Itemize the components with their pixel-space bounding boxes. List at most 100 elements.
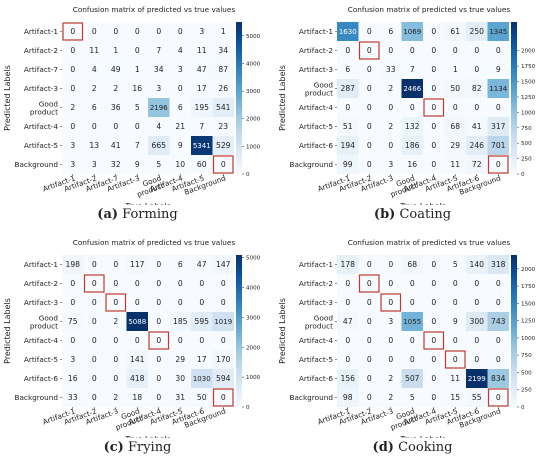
heatmap-cell xyxy=(105,117,127,136)
heatmap-cell xyxy=(466,41,488,60)
cell-value: 0 xyxy=(70,336,75,345)
colorbar-tick-label: 1000 xyxy=(521,110,536,116)
cell-value: 17 xyxy=(197,84,207,93)
cell-value: 0 xyxy=(431,65,436,74)
cell-value: 594 xyxy=(216,374,231,383)
cell-value: 318 xyxy=(491,260,506,269)
colorbar-tick-label: 250 xyxy=(521,157,532,163)
heatmap-cell xyxy=(105,388,127,407)
chart-title: Confusion matrix of predicted vs true va… xyxy=(73,238,236,247)
chart-title: Confusion matrix of predicted vs true va… xyxy=(348,238,511,247)
heatmap-cell xyxy=(466,388,488,407)
cell-value: 0 xyxy=(92,27,97,36)
heatmap-cell xyxy=(444,350,466,369)
heatmap-cell xyxy=(191,350,213,369)
cell-value: 418 xyxy=(130,374,145,383)
cell-value: 5 xyxy=(156,160,161,169)
heatmap-cell xyxy=(148,331,170,350)
heatmap-cell xyxy=(62,312,84,331)
row-tick-label: Artifact-1 xyxy=(24,27,58,36)
highlight-box xyxy=(83,274,105,293)
chart-title: Confusion matrix of predicted vs true va… xyxy=(348,5,511,14)
cell-value: 529 xyxy=(216,141,231,150)
highlight-box xyxy=(380,293,402,312)
cell-value: 2 xyxy=(388,374,393,383)
cell-value: 0 xyxy=(345,336,350,345)
heatmap-cell xyxy=(466,293,488,312)
heatmap-cell xyxy=(212,136,234,155)
cell-value: 0 xyxy=(388,355,393,364)
cell-value: 0 xyxy=(367,298,372,307)
cell-value: 0 xyxy=(388,103,393,112)
cell-value: 3 xyxy=(92,160,97,169)
cell-value: 9 xyxy=(178,141,183,150)
heatmap-cell xyxy=(126,293,148,312)
cell-value: 1055 xyxy=(403,318,421,326)
heatmap-cell xyxy=(423,136,445,155)
panel-caption: (a) Forming xyxy=(97,207,178,222)
cell-value: 2466 xyxy=(403,85,421,93)
cell-value: 2196 xyxy=(150,104,168,112)
heatmap-cell xyxy=(83,136,105,155)
heatmap-cell xyxy=(466,22,488,41)
heatmap-cell xyxy=(337,22,359,41)
colorbar xyxy=(511,255,517,407)
highlight-box xyxy=(212,155,234,174)
colorbar-tick-label: 1500 xyxy=(521,80,536,86)
cell-value: 0 xyxy=(135,279,140,288)
heatmap-cell xyxy=(423,388,445,407)
cell-value: 4 xyxy=(156,122,161,131)
heatmap-cell xyxy=(83,293,105,312)
heatmap-cell xyxy=(83,117,105,136)
heatmap-cell xyxy=(62,369,84,388)
cell-value: 0 xyxy=(178,84,183,93)
heatmap-cell xyxy=(105,22,127,41)
x-axis-label: True Labels xyxy=(124,202,170,205)
cell-value: 99 xyxy=(343,160,353,169)
cell-value: 41 xyxy=(111,141,121,150)
cell-value: 2 xyxy=(92,84,97,93)
cell-value: 0 xyxy=(345,103,350,112)
cell-value: 3 xyxy=(70,355,75,364)
colorbar-tick-label: 2000 xyxy=(246,117,261,123)
heatmap-cell xyxy=(401,41,423,60)
heatmap-cell xyxy=(401,312,423,331)
heatmap-cell xyxy=(337,388,359,407)
cell-value: 186 xyxy=(405,141,420,150)
heatmap-cell xyxy=(126,350,148,369)
heatmap-cell xyxy=(169,350,191,369)
heatmap-cell xyxy=(466,255,488,274)
heatmap-cell xyxy=(212,41,234,60)
heatmap-cell xyxy=(380,293,402,312)
cell-value: 0 xyxy=(367,65,372,74)
heatmap-cell xyxy=(169,98,191,117)
heatmap-cell xyxy=(487,274,509,293)
heatmap-cell xyxy=(423,274,445,293)
cell-value: 3 xyxy=(388,317,393,326)
cell-value: 0 xyxy=(92,260,97,269)
cell-value: 11 xyxy=(450,374,460,383)
row-tick-label: Artifact-4 xyxy=(24,336,58,345)
cell-value: 0 xyxy=(474,279,479,288)
heatmap-cell xyxy=(466,331,488,350)
heatmap-svg: Confusion matrix of predicted vs true va… xyxy=(3,238,261,438)
heatmap-cell xyxy=(126,388,148,407)
heatmap-cell xyxy=(191,274,213,293)
heatmap-cell xyxy=(444,312,466,331)
cell-value: 0 xyxy=(496,336,501,345)
cell-value: 185 xyxy=(173,317,188,326)
cell-value: 0 xyxy=(199,298,204,307)
heatmap-svg: Confusion matrix of predicted vs true va… xyxy=(278,238,536,438)
heatmap-cell xyxy=(401,293,423,312)
cell-value: 47 xyxy=(343,317,353,326)
cell-value: 0 xyxy=(156,374,161,383)
cell-value: 16 xyxy=(68,374,78,383)
cell-value: 0 xyxy=(474,355,479,364)
row-tick-label: Artifact-3 xyxy=(24,298,58,307)
heatmap-cell xyxy=(105,274,127,293)
cell-value: 2199 xyxy=(468,375,486,383)
cell-value: 4 xyxy=(92,65,97,74)
cell-value: 0 xyxy=(113,336,118,345)
cell-value: 11 xyxy=(197,46,207,55)
cell-value: 0 xyxy=(367,141,372,150)
